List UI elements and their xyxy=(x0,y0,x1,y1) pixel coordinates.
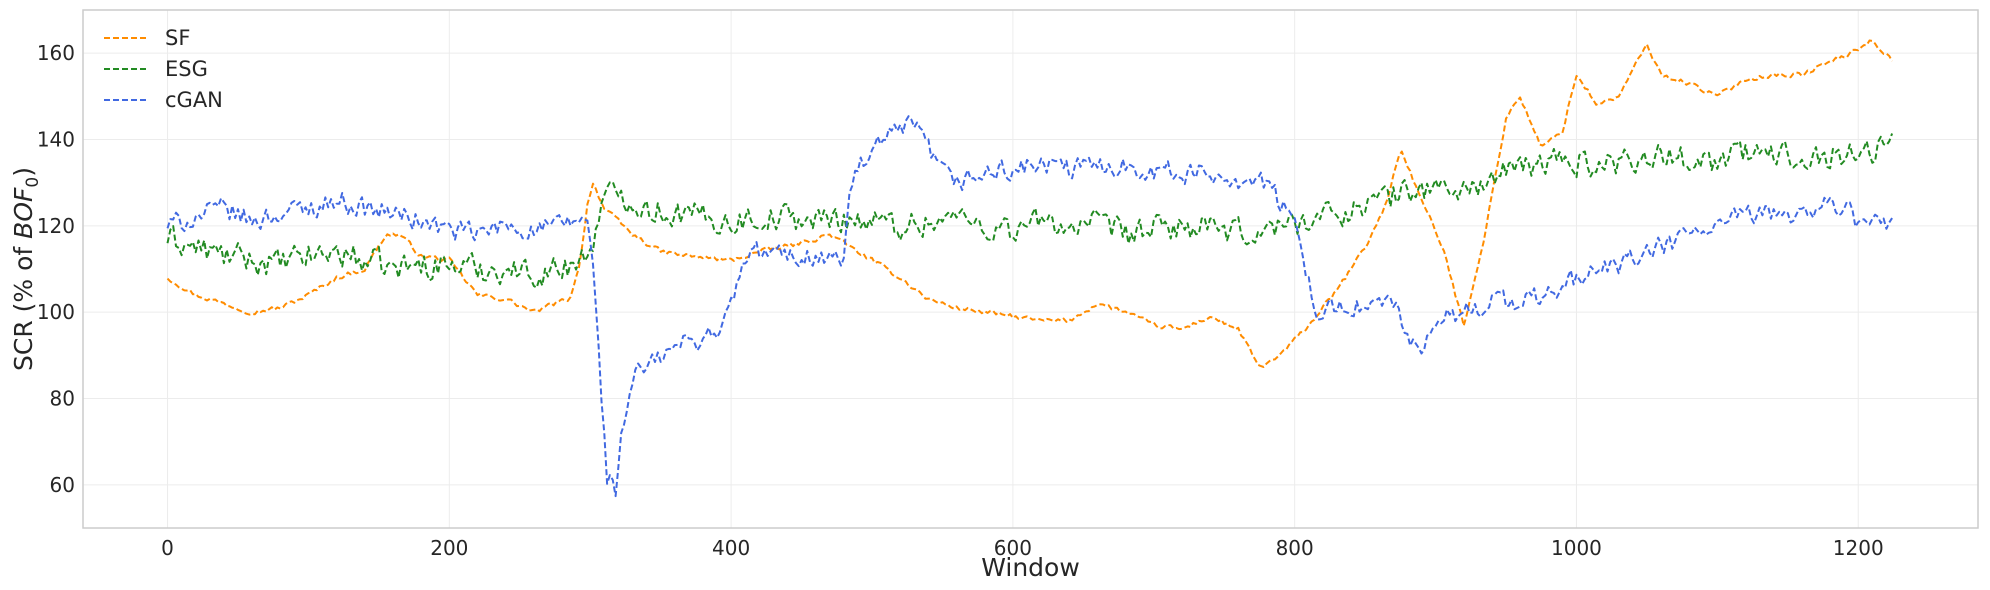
x-axis-label: Window xyxy=(981,553,1080,582)
legend-label-sf: SF xyxy=(165,26,190,50)
series-line-cgan xyxy=(166,115,1893,498)
grid xyxy=(83,10,1978,528)
legend-label-esg: ESG xyxy=(165,57,208,81)
series-line-sf xyxy=(166,39,1893,368)
y-tick-label: 100 xyxy=(37,300,75,324)
y-tick-label: 120 xyxy=(37,214,75,238)
y-tick-label: 160 xyxy=(37,41,75,65)
y-axis-label-prefix: SCR (% of xyxy=(9,239,38,371)
x-tick-label: 800 xyxy=(1276,536,1314,560)
x-tick-label: 1000 xyxy=(1551,536,1602,560)
x-tick-label: 200 xyxy=(430,536,468,560)
x-tick-label: 1200 xyxy=(1833,536,1884,560)
x-tick-label: 0 xyxy=(161,536,174,560)
x-tick-label: 600 xyxy=(994,536,1032,560)
series-line-esg xyxy=(166,133,1894,289)
series-lines xyxy=(166,39,1894,498)
legend-label-cgan: cGAN xyxy=(165,88,223,112)
y-tick-label: 60 xyxy=(50,473,75,497)
y-tick-label: 140 xyxy=(37,128,75,152)
y-axis-label-suffix: ) xyxy=(9,167,38,177)
plot-frame xyxy=(82,9,1979,529)
y-axis-label-italic: BOF xyxy=(9,187,38,239)
x-tick-label: 400 xyxy=(712,536,750,560)
tick-labels: 0 200 400 600 800 1000 1200 60 80 100 120 140 160 xyxy=(37,41,1884,560)
y-tick-label: 80 xyxy=(50,387,75,411)
legend: SF ESG cGAN xyxy=(104,26,223,112)
y-axis-label-subscript: 0 xyxy=(23,177,43,188)
y-axis-label: SCR (% of BOF0) xyxy=(9,167,43,371)
